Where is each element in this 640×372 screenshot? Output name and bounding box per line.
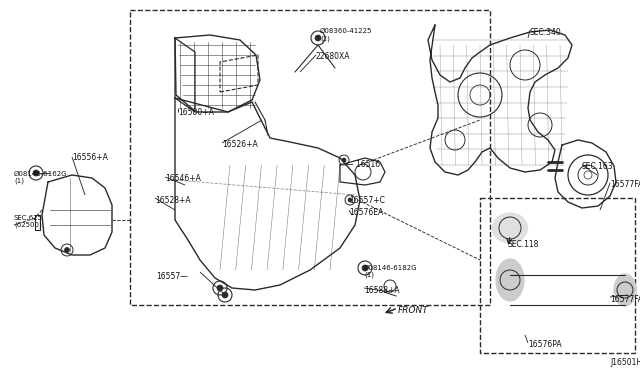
Ellipse shape <box>614 274 636 306</box>
Text: SEC.118: SEC.118 <box>508 240 540 249</box>
Text: 16588+A: 16588+A <box>364 286 399 295</box>
Text: Ø08360-41225
(2): Ø08360-41225 (2) <box>320 28 372 42</box>
Text: 16526+A: 16526+A <box>222 140 258 149</box>
Ellipse shape <box>493 213 527 243</box>
Circle shape <box>315 35 321 41</box>
Text: 16528+A: 16528+A <box>155 196 191 205</box>
Text: 16576PA: 16576PA <box>528 340 562 349</box>
Circle shape <box>342 158 346 162</box>
Text: 16576EA: 16576EA <box>349 208 383 217</box>
Text: 16577FA: 16577FA <box>610 180 640 189</box>
Text: 16500+A: 16500+A <box>178 108 214 117</box>
Bar <box>480 198 635 353</box>
Text: 22680XA: 22680XA <box>316 52 351 61</box>
Ellipse shape <box>496 259 524 301</box>
Text: FRONT: FRONT <box>398 306 429 315</box>
Circle shape <box>33 170 39 176</box>
Text: SEC.625
(62500): SEC.625 (62500) <box>14 215 43 228</box>
Text: SEC.163: SEC.163 <box>582 162 614 171</box>
Text: Ø08146-6182G
(1): Ø08146-6182G (1) <box>364 265 417 279</box>
Circle shape <box>348 198 352 202</box>
Text: Ø08146-6162G
(1): Ø08146-6162G (1) <box>14 171 67 185</box>
Text: 16577FA: 16577FA <box>610 295 640 304</box>
Circle shape <box>222 292 228 298</box>
Text: 16546+A: 16546+A <box>165 174 201 183</box>
Circle shape <box>217 285 223 291</box>
Text: 16556+A: 16556+A <box>72 153 108 162</box>
Bar <box>130 10 490 305</box>
Text: 16557+C: 16557+C <box>349 196 385 205</box>
Text: — 16516: — 16516 <box>346 160 380 169</box>
Text: SEC.340: SEC.340 <box>530 28 562 37</box>
Text: 16557—: 16557— <box>156 272 188 281</box>
Circle shape <box>362 265 368 271</box>
Circle shape <box>65 247 70 253</box>
Text: J16501H0: J16501H0 <box>610 358 640 367</box>
